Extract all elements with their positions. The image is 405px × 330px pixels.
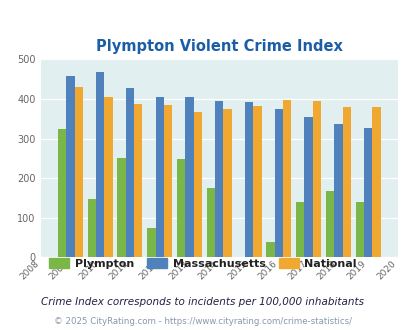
Bar [274, 109, 282, 257]
Bar [66, 76, 75, 257]
Bar [266, 242, 274, 257]
Bar [164, 105, 172, 257]
Bar [244, 102, 253, 257]
Bar [206, 188, 215, 257]
Text: © 2025 CityRating.com - https://www.cityrating.com/crime-statistics/: © 2025 CityRating.com - https://www.city… [54, 317, 351, 326]
Bar [304, 117, 312, 257]
Bar [371, 107, 379, 257]
Bar [193, 113, 201, 257]
Bar [215, 101, 223, 257]
Bar [253, 106, 261, 257]
Bar [75, 87, 83, 257]
Text: Crime Index corresponds to incidents per 100,000 inhabitants: Crime Index corresponds to incidents per… [41, 297, 364, 307]
Title: Plympton Violent Crime Index: Plympton Violent Crime Index [96, 39, 342, 54]
Bar [342, 107, 350, 257]
Bar [177, 159, 185, 257]
Bar [312, 101, 320, 257]
Bar [282, 100, 290, 257]
Bar [223, 109, 231, 257]
Bar [126, 87, 134, 257]
Bar [134, 104, 142, 257]
Bar [363, 127, 371, 257]
Bar [155, 97, 164, 257]
Bar [147, 228, 155, 257]
Bar [295, 202, 304, 257]
Bar [333, 124, 342, 257]
Bar [185, 97, 193, 257]
Bar [96, 73, 104, 257]
Bar [58, 129, 66, 257]
Bar [104, 97, 112, 257]
Bar [325, 191, 333, 257]
Bar [355, 202, 363, 257]
Legend: Plympton, Massachusetts, National: Plympton, Massachusetts, National [45, 254, 360, 273]
Bar [117, 158, 126, 257]
Bar [87, 199, 96, 257]
